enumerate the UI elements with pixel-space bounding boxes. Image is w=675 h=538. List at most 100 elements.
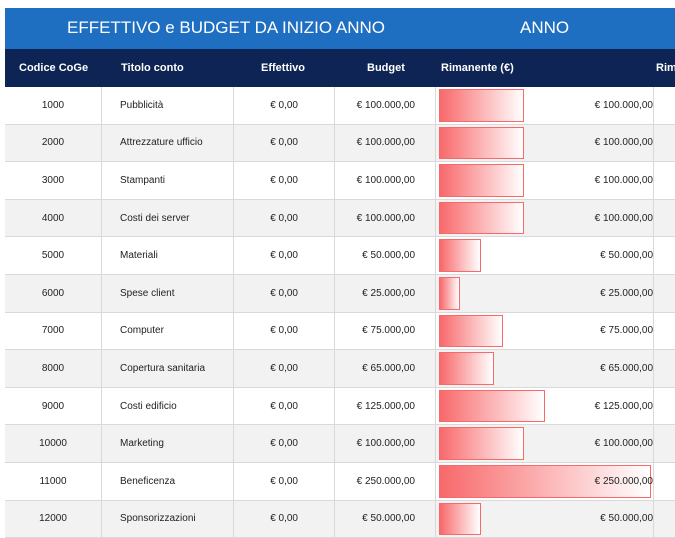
cell-remaining[interactable]: € 75.000,00 — [437, 312, 654, 350]
cell-code[interactable]: 3000 — [5, 162, 102, 199]
cell-account-title[interactable]: Stampanti — [102, 162, 234, 199]
cell-account-title[interactable]: Attrezzature ufficio — [102, 124, 234, 162]
cell-code[interactable]: 8000 — [5, 350, 102, 387]
cell-code[interactable]: 4000 — [5, 199, 102, 237]
header-code[interactable]: Codice CoGe — [19, 62, 89, 74]
cell-budget-text: € 100.000,00 — [356, 137, 415, 149]
cell-remaining[interactable]: € 100.000,00 — [437, 124, 654, 162]
cell-code[interactable]: 5000 — [5, 237, 102, 274]
cell-actual[interactable]: € 0,00 — [235, 274, 335, 312]
header-budget[interactable]: Budget — [367, 62, 405, 74]
cell-account-title[interactable]: Copertura sanitaria — [102, 350, 234, 387]
cell-remaining-text: € 65.000,00 — [600, 362, 653, 374]
header-remaining-cut[interactable]: Rim — [656, 62, 675, 74]
cell-remaining-text: € 100.000,00 — [594, 137, 653, 149]
cell-remaining[interactable]: € 100.000,00 — [437, 199, 654, 237]
header-account-title[interactable]: Titolo conto — [121, 62, 184, 74]
cell-budget-text: € 50.000,00 — [362, 250, 415, 262]
cell-code[interactable]: 7000 — [5, 312, 102, 350]
cell-account-title-text: Marketing — [120, 438, 164, 450]
cell-account-title[interactable]: Marketing — [102, 425, 234, 462]
cell-account-title-text: Materiali — [120, 250, 158, 262]
cell-remaining[interactable]: € 65.000,00 — [437, 350, 654, 387]
table-row: 7000 Computer € 0,00 € 75.000,00 € 75.000,00 — [5, 312, 675, 351]
cell-actual-text: € 0,00 — [270, 400, 298, 412]
cell-account-title[interactable]: Sponsorizzazioni — [102, 500, 234, 538]
remaining-databar — [439, 201, 524, 235]
cell-code[interactable]: 12000 — [5, 500, 102, 538]
cell-budget[interactable]: € 100.000,00 — [336, 425, 436, 462]
cell-code-text: 7000 — [41, 325, 65, 337]
cell-remaining[interactable]: € 100.000,00 — [437, 162, 654, 199]
cell-actual[interactable]: € 0,00 — [235, 425, 335, 462]
remaining-databar — [439, 126, 524, 160]
cell-actual[interactable]: € 0,00 — [235, 237, 335, 274]
header-remaining[interactable]: Rimanente (€) — [441, 62, 514, 74]
table-row: 5000 Materiali € 0,00 € 50.000,00 € 50.000,0… — [5, 237, 675, 275]
cell-code-text: 11000 — [39, 475, 67, 487]
cell-remaining-text: € 50.000,00 — [600, 513, 653, 525]
cell-actual-text: € 0,00 — [270, 174, 298, 186]
cell-account-title[interactable]: Costi dei server — [102, 199, 234, 237]
cell-actual[interactable]: € 0,00 — [235, 500, 335, 538]
cell-actual-text: € 0,00 — [270, 250, 298, 262]
cell-budget[interactable]: € 125.000,00 — [336, 387, 436, 425]
cell-actual-text: € 0,00 — [270, 475, 298, 487]
cell-actual[interactable]: € 0,00 — [235, 350, 335, 387]
cell-code[interactable]: 9000 — [5, 387, 102, 425]
cell-actual[interactable]: € 0,00 — [235, 199, 335, 237]
table-header: Codice CoGe Titolo conto Effettivo Budge… — [5, 49, 675, 87]
cell-budget[interactable]: € 100.000,00 — [336, 124, 436, 162]
cell-budget[interactable]: € 50.000,00 — [336, 500, 436, 538]
cell-code[interactable]: 6000 — [5, 274, 102, 312]
cell-actual[interactable]: € 0,00 — [235, 162, 335, 199]
cell-account-title[interactable]: Computer — [102, 312, 234, 350]
cell-remaining[interactable]: € 125.000,00 — [437, 387, 654, 425]
cell-code-text: 12000 — [39, 513, 67, 525]
cell-code[interactable]: 10000 — [5, 425, 102, 462]
cell-budget[interactable]: € 75.000,00 — [336, 312, 436, 350]
cell-budget[interactable]: € 100.000,00 — [336, 199, 436, 237]
cell-actual[interactable]: € 0,00 — [235, 387, 335, 425]
cell-remaining-text: € 100.000,00 — [594, 212, 653, 224]
remaining-databar — [439, 502, 481, 536]
cell-remaining[interactable]: € 50.000,00 — [437, 500, 654, 538]
cell-budget-text: € 250.000,00 — [356, 475, 415, 487]
cell-remaining-text: € 250.000,00 — [594, 475, 653, 487]
cell-budget[interactable]: € 100.000,00 — [336, 87, 436, 124]
cell-actual[interactable]: € 0,00 — [235, 462, 335, 500]
cell-code[interactable]: 1000 — [5, 87, 102, 124]
cell-remaining-text: € 100.000,00 — [594, 174, 653, 186]
cell-actual-text: € 0,00 — [270, 99, 298, 111]
cell-account-title[interactable]: Materiali — [102, 237, 234, 274]
cell-account-title[interactable]: Beneficenza — [102, 462, 234, 500]
cell-actual[interactable]: € 0,00 — [235, 124, 335, 162]
cell-actual[interactable]: € 0,00 — [235, 87, 335, 124]
cell-remaining[interactable]: € 25.000,00 — [437, 274, 654, 312]
cell-budget[interactable]: € 25.000,00 — [336, 274, 436, 312]
cell-code[interactable]: 11000 — [5, 462, 102, 500]
cell-remaining[interactable]: € 100.000,00 — [437, 87, 654, 124]
cell-budget[interactable]: € 250.000,00 — [336, 462, 436, 500]
cell-actual[interactable]: € 0,00 — [235, 312, 335, 350]
cell-remaining[interactable]: € 250.000,00 — [437, 462, 654, 500]
table-row: 3000 Stampanti € 0,00 € 100.000,00 € 100.000… — [5, 162, 675, 200]
year-title: ANNO — [520, 18, 570, 37]
cell-account-title[interactable]: Pubblicità — [102, 87, 234, 124]
remaining-databar — [439, 314, 503, 348]
cell-remaining[interactable]: € 100.000,00 — [437, 425, 654, 462]
cell-code-text: 3000 — [41, 174, 65, 186]
cell-account-title[interactable]: Costi edificio — [102, 387, 234, 425]
cell-account-title-text: Pubblicità — [120, 99, 164, 111]
cell-remaining[interactable]: € 50.000,00 — [437, 237, 654, 274]
table-row: 1000 Pubblicità € 0,00 € 100.000,00 € 100.00… — [5, 87, 675, 125]
cell-budget[interactable]: € 50.000,00 — [336, 237, 436, 274]
header-actual[interactable]: Effettivo — [261, 62, 305, 74]
cell-budget[interactable]: € 100.000,00 — [336, 162, 436, 199]
cell-code[interactable]: 2000 — [5, 124, 102, 162]
remaining-databar — [439, 164, 524, 197]
cell-budget[interactable]: € 65.000,00 — [336, 350, 436, 387]
table-row: 8000 Copertura sanitaria € 0,00 € 65.000,00… — [5, 350, 675, 388]
cell-account-title[interactable]: Spese client — [102, 274, 234, 312]
cell-account-title-text: Computer — [120, 325, 164, 337]
